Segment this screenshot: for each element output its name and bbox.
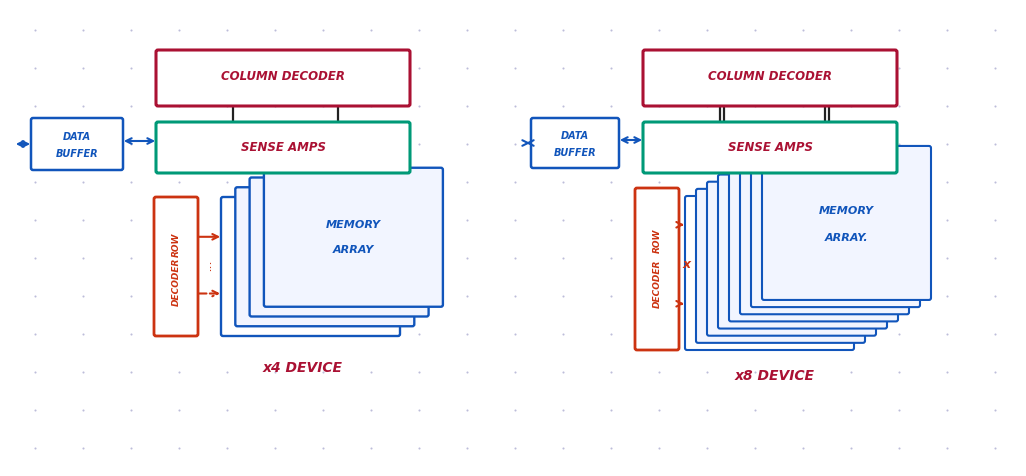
FancyBboxPatch shape bbox=[249, 178, 429, 317]
Text: ARRAY.: ARRAY. bbox=[825, 233, 868, 243]
FancyBboxPatch shape bbox=[740, 160, 909, 314]
Text: SENSE AMPS: SENSE AMPS bbox=[240, 141, 325, 154]
Text: MEMORY: MEMORY bbox=[819, 206, 874, 216]
FancyBboxPatch shape bbox=[264, 168, 443, 307]
FancyBboxPatch shape bbox=[635, 188, 679, 350]
FancyBboxPatch shape bbox=[531, 118, 619, 168]
FancyBboxPatch shape bbox=[751, 153, 920, 307]
FancyBboxPatch shape bbox=[729, 168, 898, 321]
Text: COLUMN DECODER: COLUMN DECODER bbox=[221, 70, 345, 83]
FancyBboxPatch shape bbox=[643, 50, 897, 106]
Text: DATA: DATA bbox=[63, 132, 91, 142]
Text: BUFFER: BUFFER bbox=[55, 149, 98, 159]
FancyBboxPatch shape bbox=[707, 182, 876, 336]
Text: x: x bbox=[683, 258, 692, 271]
FancyBboxPatch shape bbox=[154, 197, 198, 336]
FancyBboxPatch shape bbox=[643, 122, 897, 173]
Text: ROW: ROW bbox=[653, 229, 662, 253]
FancyBboxPatch shape bbox=[31, 118, 123, 170]
Text: x4 DEVICE: x4 DEVICE bbox=[263, 361, 343, 375]
FancyBboxPatch shape bbox=[235, 187, 415, 326]
Text: COLUMN DECODER: COLUMN DECODER bbox=[708, 70, 832, 83]
FancyBboxPatch shape bbox=[156, 122, 410, 173]
FancyBboxPatch shape bbox=[718, 175, 887, 328]
FancyBboxPatch shape bbox=[696, 189, 865, 343]
FancyBboxPatch shape bbox=[221, 197, 400, 336]
Text: ROW: ROW bbox=[171, 232, 181, 257]
Text: x8 DEVICE: x8 DEVICE bbox=[735, 369, 815, 383]
FancyBboxPatch shape bbox=[156, 50, 410, 106]
Text: ...: ... bbox=[201, 259, 214, 271]
Text: SENSE AMPS: SENSE AMPS bbox=[727, 141, 813, 154]
Text: ARRAY: ARRAY bbox=[332, 245, 374, 255]
Text: DECODER: DECODER bbox=[653, 260, 662, 308]
Text: DATA: DATA bbox=[561, 131, 589, 141]
FancyBboxPatch shape bbox=[685, 196, 854, 350]
Text: BUFFER: BUFFER bbox=[554, 148, 596, 158]
Text: DECODER: DECODER bbox=[171, 258, 181, 306]
FancyBboxPatch shape bbox=[762, 146, 931, 300]
Text: MEMORY: MEMORY bbox=[326, 220, 381, 230]
